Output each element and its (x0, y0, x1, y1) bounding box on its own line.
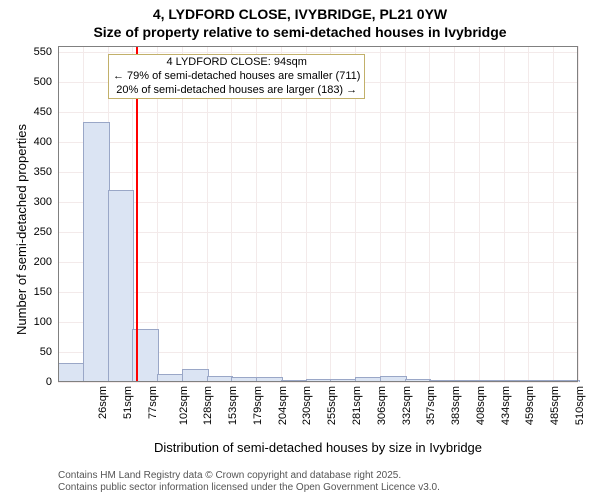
ytick-label: 500 (0, 76, 52, 88)
xtick-label: 128sqm (203, 386, 215, 425)
bar (108, 190, 135, 382)
gridline-v (504, 46, 505, 382)
xtick-label: 383sqm (450, 386, 462, 425)
gridline-v (405, 46, 406, 382)
bar (207, 376, 234, 382)
xtick-label: 204sqm (277, 386, 289, 425)
xtick-label: 434sqm (500, 386, 512, 425)
xtick-label: 459sqm (524, 386, 536, 425)
ytick-label: 400 (0, 136, 52, 148)
ytick-label: 550 (0, 46, 52, 58)
xtick-label: 485sqm (549, 386, 561, 425)
bar (157, 374, 184, 382)
gridline-v (553, 46, 554, 382)
ytick-label: 0 (0, 376, 52, 388)
bar (58, 363, 85, 382)
gridline-v (58, 46, 59, 382)
xtick-label: 510sqm (574, 386, 586, 425)
xtick-label: 230sqm (302, 386, 314, 425)
footer-attribution: Contains HM Land Registry data © Crown c… (58, 470, 440, 494)
footer-line1: Contains HM Land Registry data © Crown c… (58, 470, 440, 482)
bar (256, 377, 283, 382)
ytick-label: 350 (0, 166, 52, 178)
bar (281, 380, 308, 382)
title-line2: Size of property relative to semi-detach… (0, 24, 600, 42)
xtick-label: 77sqm (147, 386, 159, 419)
gridline-v (578, 46, 579, 382)
ytick-label: 100 (0, 316, 52, 328)
bar (405, 379, 432, 382)
ytick-label: 150 (0, 286, 52, 298)
ytick-label: 50 (0, 346, 52, 358)
bar (504, 380, 531, 382)
xtick-label: 51sqm (122, 386, 134, 419)
annotation-line3: 20% of semi-detached houses are larger (… (113, 84, 360, 98)
ytick-label: 450 (0, 106, 52, 118)
gridline-v (429, 46, 430, 382)
gridline-v (454, 46, 455, 382)
bar (479, 380, 506, 382)
annotation-box: 4 LYDFORD CLOSE: 94sqm ← 79% of semi-det… (108, 54, 365, 99)
gridline-v (380, 46, 381, 382)
title-line1: 4, LYDFORD CLOSE, IVYBRIDGE, PL21 0YW (0, 6, 600, 24)
footer-line2: Contains public sector information licen… (58, 482, 440, 494)
xtick-label: 408sqm (475, 386, 487, 425)
annotation-line1: 4 LYDFORD CLOSE: 94sqm (113, 56, 360, 70)
xtick-label: 179sqm (252, 386, 264, 425)
bar (454, 380, 481, 382)
bar (231, 377, 258, 382)
bar (380, 376, 407, 382)
gridline-v (528, 46, 529, 382)
bar (553, 380, 580, 382)
gridline-h (58, 382, 578, 383)
bar (182, 369, 209, 382)
xtick-label: 153sqm (227, 386, 239, 425)
xtick-label: 281sqm (351, 386, 363, 425)
bar (83, 122, 110, 382)
bar (429, 380, 456, 382)
bar (306, 379, 333, 382)
ytick-label: 250 (0, 226, 52, 238)
gridline-v (479, 46, 480, 382)
chart-title: 4, LYDFORD CLOSE, IVYBRIDGE, PL21 0YW Si… (0, 0, 600, 41)
bar (528, 380, 555, 382)
xtick-label: 255sqm (326, 386, 338, 425)
bar (355, 377, 382, 382)
plot-area: 4 LYDFORD CLOSE: 94sqm ← 79% of semi-det… (58, 46, 578, 382)
xtick-label: 357sqm (425, 386, 437, 425)
ytick-label: 200 (0, 256, 52, 268)
xtick-label: 102sqm (178, 386, 190, 425)
bar (330, 379, 357, 382)
xtick-label: 332sqm (401, 386, 413, 425)
x-axis-label: Distribution of semi-detached houses by … (58, 440, 578, 455)
xtick-label: 26sqm (97, 386, 109, 419)
annotation-line2: ← 79% of semi-detached houses are smalle… (113, 70, 360, 84)
ytick-label: 300 (0, 196, 52, 208)
xtick-label: 306sqm (376, 386, 388, 425)
